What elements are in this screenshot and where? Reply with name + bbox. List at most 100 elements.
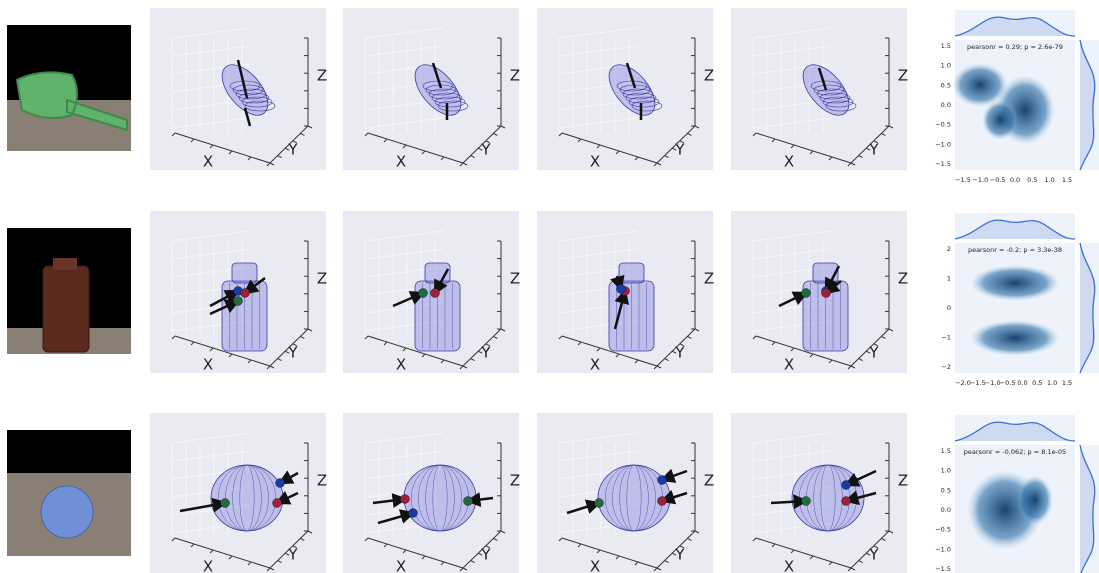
joint-x-tick-label: 1.5 — [1062, 379, 1072, 387]
contact-point — [842, 497, 851, 506]
axis-label-x: X — [784, 356, 794, 374]
joint-y-tick-label: 1.0 — [941, 62, 951, 70]
axis-label-y: Y — [868, 546, 879, 564]
axis-label-y: Y — [287, 344, 298, 362]
panel-3d: X Y Z — [150, 413, 327, 573]
joint-y-tick-label: −0.5 — [935, 121, 951, 129]
panel-3d: X Y Z — [150, 211, 327, 374]
joint-y-tick-label: 1 — [947, 275, 951, 283]
contact-point — [802, 289, 811, 298]
axis-label-z: Z — [510, 270, 520, 288]
joint-x-tick-label: 0.0 — [1010, 176, 1020, 184]
joint-x-tick-label: 0.0 — [1017, 379, 1027, 387]
joint-y-tick-label: 0.0 — [941, 101, 951, 109]
object-cap — [53, 258, 77, 270]
correlation-annotation: pearsonr = -0.062; p = 8.1e-05 — [964, 448, 1066, 456]
joint-x-tick-label: −0.5 — [990, 176, 1006, 184]
contact-point — [464, 497, 473, 506]
contact-point — [617, 285, 626, 294]
axis-label-x: X — [784, 558, 794, 573]
axis-label-x: X — [203, 558, 213, 573]
joint-x-tick-label: −0.5 — [1000, 379, 1016, 387]
axis-label-z: Z — [898, 472, 908, 490]
axis-label-z: Z — [510, 472, 520, 490]
joint-x-tick-label: 1.5 — [1062, 176, 1072, 184]
axis-label-z: Z — [317, 270, 327, 288]
joint-y-tick-label: −1.5 — [935, 565, 951, 573]
joint-y-tick-label: 0.5 — [941, 486, 951, 494]
contact-point — [842, 481, 851, 490]
joint-x-tick-label: −2.0 — [955, 379, 971, 387]
contact-point — [802, 497, 811, 506]
axis-label-z: Z — [704, 67, 714, 85]
panel-3d: X Y Z — [537, 211, 714, 374]
joint-x-tick-label: −1.0 — [972, 176, 988, 184]
axis-label-z: Z — [898, 270, 908, 288]
joint-x-tick-label: −1.0 — [985, 379, 1001, 387]
axis-label-x: X — [203, 356, 213, 374]
panel-3d: XYZ — [537, 413, 714, 573]
panel-3d: XYZ — [343, 211, 520, 374]
panel-3d: X Y Z — [731, 413, 908, 573]
panel-3d: X Y Z — [731, 8, 908, 171]
joint-y-tick-label: 0 — [947, 304, 951, 312]
axis-label-z: Z — [317, 67, 327, 85]
joint-x-tick-label: −1.5 — [970, 379, 986, 387]
contact-point — [401, 495, 410, 504]
axis-label-x: X — [784, 153, 794, 171]
contact-point — [234, 297, 243, 306]
joint-y-tick-label: 1.0 — [941, 467, 951, 475]
object-bottle — [43, 266, 89, 352]
joint-y-tick-label: −1 — [941, 334, 951, 342]
contact-point — [221, 499, 230, 508]
joint-y-tick-label: −1.0 — [935, 140, 951, 148]
contact-point — [595, 499, 604, 508]
joint-x-tick-label: 1.0 — [1047, 379, 1057, 387]
axis-label-y: Y — [674, 344, 685, 362]
panel-3d: XYZ — [343, 8, 520, 171]
density-cloud — [1017, 475, 1053, 525]
density-cloud — [982, 100, 1018, 140]
correlation-annotation: pearsonr = -0.2; p = 3.3e-38 — [968, 246, 1062, 254]
axis-label-x: X — [590, 558, 600, 573]
contact-point — [409, 509, 418, 518]
joint-y-tick-label: −1.0 — [935, 545, 951, 553]
joint-y-tick-label: 0.0 — [941, 506, 951, 514]
contact-point — [273, 499, 282, 508]
axis-label-x: X — [203, 153, 213, 171]
joint-y-tick-label: 1.5 — [941, 42, 951, 50]
contact-point — [419, 289, 428, 298]
panel-3d: XYZ — [537, 8, 714, 171]
panel-3d: XYZ — [343, 413, 520, 573]
contact-point — [431, 289, 440, 298]
axis-label-z: Z — [704, 270, 714, 288]
density-cloud — [970, 265, 1060, 301]
joint-x-tick-label: 0.5 — [1027, 176, 1037, 184]
contact-point — [276, 479, 285, 488]
axis-label-y: Y — [287, 141, 298, 159]
axis-label-x: X — [590, 356, 600, 374]
axis-label-z: Z — [898, 67, 908, 85]
scene-sky — [7, 430, 131, 473]
axis-label-z: Z — [317, 472, 327, 490]
axis-label-y: Y — [868, 141, 879, 159]
contact-point — [658, 476, 667, 485]
object-apple — [41, 486, 93, 538]
axis-label-x: X — [590, 153, 600, 171]
joint-y-tick-label: 1.5 — [941, 447, 951, 455]
correlation-annotation: pearsonr = 0.29; p = 2.6e-79 — [967, 43, 1063, 51]
figure: X Y Z X Y Z X Y Z X Y Zpearsonr = 0.29; p = 2.6e-79… — [0, 0, 1099, 573]
contact-point — [241, 289, 250, 298]
contact-point — [658, 497, 667, 506]
joint-y-tick-label: 2 — [947, 245, 951, 253]
joint-x-tick-label: 0.5 — [1032, 379, 1042, 387]
joint-y-tick-label: −0.5 — [935, 526, 951, 534]
joint-y-tick-label: 0.5 — [941, 81, 951, 89]
axis-label-z: Z — [704, 472, 714, 490]
panel-3d: X Y Z — [150, 8, 327, 171]
axis-label-y: Y — [287, 546, 298, 564]
contact-point — [822, 289, 831, 298]
panel-3d: XYZ — [731, 211, 908, 374]
mesh-cap — [619, 263, 644, 283]
mesh-cap — [232, 263, 257, 283]
